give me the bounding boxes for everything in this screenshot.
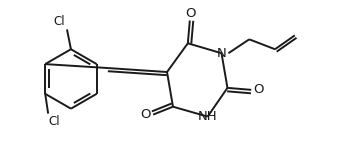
Text: NH: NH	[198, 110, 218, 123]
Text: O: O	[253, 83, 264, 96]
Text: O: O	[186, 7, 196, 20]
Text: Cl: Cl	[48, 115, 60, 128]
Text: Cl: Cl	[53, 15, 65, 28]
Text: N: N	[217, 47, 226, 60]
Text: O: O	[141, 108, 151, 121]
